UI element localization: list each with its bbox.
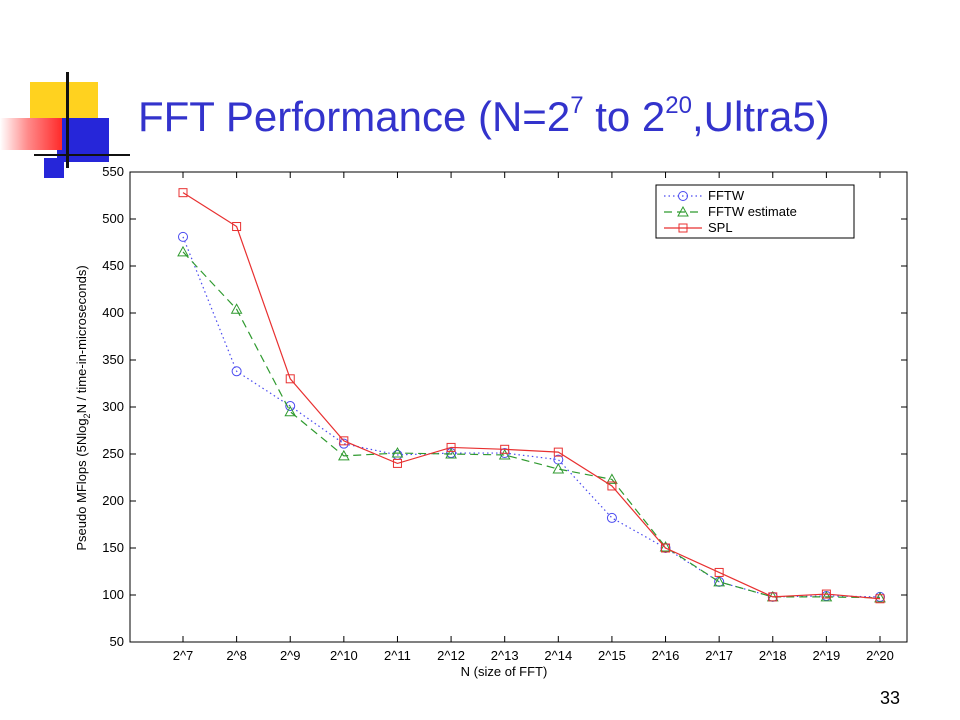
y-axis-label: Pseudo MFlops (5Nlog2N / time-in-microse… bbox=[74, 265, 92, 550]
data-point-square bbox=[678, 223, 688, 233]
data-point-triangle bbox=[677, 205, 689, 217]
data-point-triangle bbox=[337, 449, 350, 461]
legend-item: FFTW estimate bbox=[664, 204, 797, 219]
y-tick-label: 150 bbox=[102, 540, 124, 555]
y-tick-label: 200 bbox=[102, 493, 124, 508]
page-number: 33 bbox=[880, 688, 901, 708]
data-point-circle bbox=[285, 401, 296, 412]
legend-box bbox=[655, 184, 855, 239]
data-point-triangle bbox=[498, 448, 511, 460]
data-point-square bbox=[446, 442, 456, 452]
y-tick-label: 250 bbox=[102, 446, 124, 461]
data-point-square bbox=[875, 594, 885, 604]
data-point-square bbox=[285, 374, 295, 384]
series-line bbox=[182, 192, 881, 600]
legend-label: SPL bbox=[708, 220, 733, 235]
series-fftw-estimate bbox=[177, 245, 886, 603]
x-tick-label: 2^11 bbox=[384, 648, 411, 663]
data-point-triangle bbox=[391, 447, 404, 458]
x-tick-label: 2^8 bbox=[226, 648, 247, 663]
data-point-circle bbox=[231, 366, 242, 377]
series-spl bbox=[178, 188, 885, 604]
data-point-square bbox=[661, 543, 671, 553]
x-tick-label: 2^12 bbox=[437, 648, 465, 663]
data-point-triangle bbox=[606, 473, 618, 484]
data-point-circle bbox=[678, 191, 688, 201]
series-layer bbox=[177, 188, 886, 604]
data-point-circle bbox=[606, 512, 617, 523]
data-point-square bbox=[178, 188, 188, 198]
legend-item: FFTW bbox=[664, 188, 745, 203]
deco-small-blue-square bbox=[44, 158, 64, 178]
x-tick-label: 2^20 bbox=[866, 648, 894, 663]
data-point-triangle bbox=[284, 405, 297, 417]
deco-vertical-line bbox=[66, 72, 69, 168]
data-point-circle bbox=[178, 231, 188, 242]
y-tick-label: 450 bbox=[102, 258, 124, 273]
data-point-square bbox=[392, 458, 402, 468]
x-tick-label: 2^18 bbox=[759, 648, 787, 663]
data-point-triangle bbox=[659, 541, 672, 552]
data-point-triangle bbox=[445, 447, 457, 459]
y-tick-label: 400 bbox=[102, 305, 124, 320]
data-point-square bbox=[821, 589, 831, 599]
x-tick-label: 2^10 bbox=[330, 648, 358, 663]
x-tick-label: 2^9 bbox=[280, 648, 301, 663]
y-tick-label: 100 bbox=[102, 587, 124, 602]
series-fftw bbox=[178, 231, 885, 602]
y-tick-label: 50 bbox=[110, 634, 124, 649]
x-tick-label: 2^19 bbox=[812, 648, 840, 663]
x-axis-label: N (size of FFT) bbox=[461, 664, 548, 679]
data-point-triangle bbox=[713, 575, 726, 587]
y-tick-label: 350 bbox=[102, 352, 124, 367]
data-point-triangle bbox=[820, 590, 833, 602]
series-line bbox=[182, 236, 881, 598]
y-tick-label: 550 bbox=[102, 164, 124, 179]
x-tick-label: 2^13 bbox=[491, 648, 519, 663]
axes-layer: 50 100 150 200 250 300 350 400 450 500 550 2^7 2^8 2^… bbox=[102, 164, 908, 663]
series-line bbox=[182, 251, 881, 599]
x-tick-label: 2^17 bbox=[705, 648, 733, 663]
data-point-triangle bbox=[177, 245, 189, 257]
legend-item: SPL bbox=[664, 220, 733, 235]
data-point-square bbox=[714, 567, 724, 577]
legend-label: FFTW bbox=[708, 188, 745, 203]
legend-label: FFTW estimate bbox=[708, 204, 797, 219]
x-tick-label: 2^7 bbox=[173, 648, 194, 663]
data-point-square bbox=[339, 436, 349, 446]
y-tick-label: 300 bbox=[102, 399, 124, 414]
plot-frame bbox=[129, 171, 908, 643]
data-point-square bbox=[232, 222, 242, 232]
data-point-square bbox=[607, 481, 617, 491]
deco-red-glow bbox=[0, 118, 62, 150]
x-tick-label: 2^16 bbox=[652, 648, 680, 663]
data-point-square bbox=[768, 592, 778, 602]
x-tick-label: 2^15 bbox=[598, 648, 626, 663]
data-point-triangle bbox=[230, 303, 243, 314]
slide-title: FFT Performance (N=27 to 220,Ultra5) bbox=[138, 92, 830, 140]
y-tick-label: 500 bbox=[102, 211, 124, 226]
data-point-triangle bbox=[552, 463, 565, 474]
data-point-triangle bbox=[874, 591, 886, 603]
deco-horizontal-line bbox=[34, 154, 130, 156]
data-point-square bbox=[500, 444, 510, 454]
data-point-square bbox=[553, 447, 563, 457]
x-tick-label: 2^14 bbox=[544, 648, 572, 663]
